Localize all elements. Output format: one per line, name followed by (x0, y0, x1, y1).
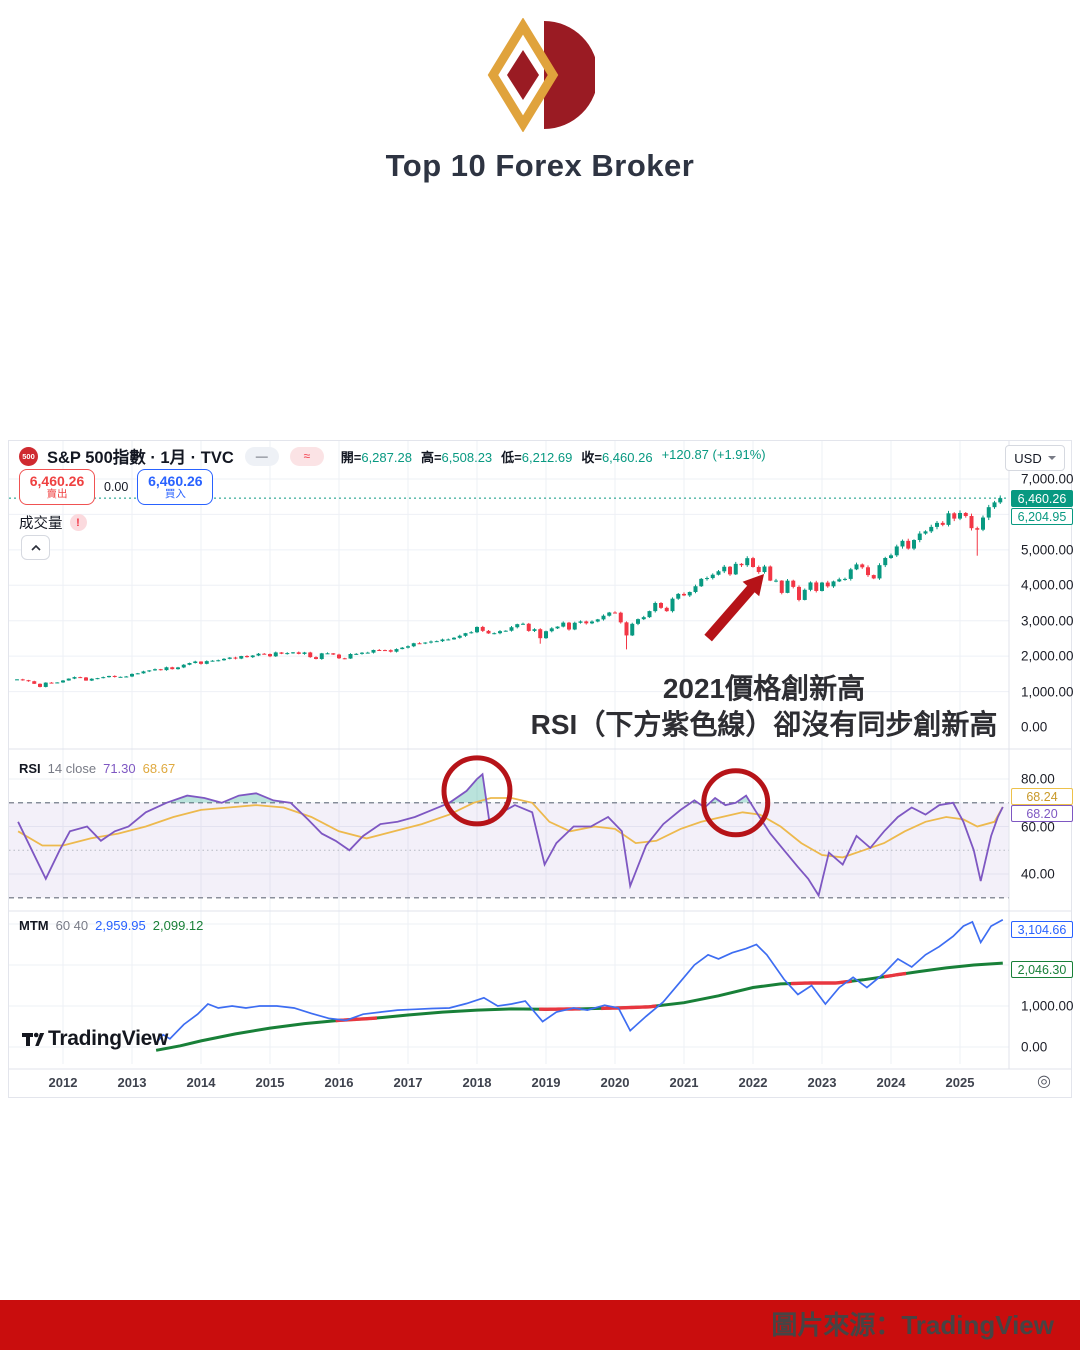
mtm-ma-badge: 2,046.30 (1011, 961, 1073, 978)
price-tick-label: 1,000.00 (1021, 684, 1074, 700)
watermark-text: TradingView (48, 1027, 169, 1050)
rsi-line (17, 772, 1004, 898)
year-label: 2025 (945, 1075, 975, 1090)
indicator-pill-icon[interactable]: ≈ (289, 446, 324, 466)
trade-buttons: 6,460.26 賣出 0.00 6,460.26 買入 (19, 469, 214, 505)
price-tick-label: 4,000.00 (1021, 577, 1074, 593)
brand-title: Top 10 Forex Broker (385, 148, 695, 183)
rsi-tick-label: 40.00 (1021, 866, 1055, 882)
price-tick-label: 7,000.00 (1021, 471, 1074, 487)
year-label: 2021 (669, 1075, 699, 1090)
mtm-ma-red-segment (790, 979, 852, 986)
rsi-ma-line (17, 797, 1004, 859)
sell-price: 6,460.26 (29, 472, 85, 489)
mtm-ma-line (155, 961, 1003, 1052)
volume-error-icon[interactable]: ! (69, 514, 87, 531)
image-source-bar: 圖片來源：TradingView (0, 1300, 1080, 1350)
year-label: 2016 (324, 1075, 354, 1090)
annotation-line2: RSI（下方紫色線）卻沒有同步創新高 (530, 709, 998, 740)
divergence-circle (701, 768, 771, 838)
mtm-ma-red-segment (601, 1004, 657, 1011)
divergence-annotation: 2021價格創新高 RSI（下方紫色線）卻沒有同步創新高 (477, 671, 1051, 743)
divergence-circle (441, 755, 513, 827)
mtm-ma-value: 2,099.12 (152, 918, 204, 933)
year-label: 2019 (531, 1075, 561, 1090)
rsi-ma-value: 68.67 (142, 761, 176, 776)
year-label: 2022 (738, 1075, 768, 1090)
last-price-badge: 6,460.26 (1011, 490, 1073, 507)
mtm-params: 60 40 (55, 918, 89, 933)
tradingview-logo-icon (22, 1032, 45, 1046)
year-label: 2012 (48, 1075, 78, 1090)
rsi-badge: 68.20 (1011, 805, 1073, 822)
chart-style-pill-icon[interactable]: — (244, 446, 279, 466)
mtm-name[interactable]: MTM (19, 918, 49, 933)
year-label: 2018 (462, 1075, 492, 1090)
symbol-logo-icon: 500 (19, 446, 38, 466)
secondary-price-badge: 6,204.95 (1011, 508, 1073, 525)
sell-button[interactable]: 6,460.26 賣出 (19, 469, 95, 505)
image-source-text: 圖片來源：TradingView (771, 1310, 1054, 1340)
rsi-name[interactable]: RSI (19, 761, 41, 776)
grid (9, 441, 1009, 1064)
price-tick-label: 0.00 (1021, 719, 1048, 735)
buy-button[interactable]: 6,460.26 買入 (137, 469, 214, 505)
brand-header: Top 10 Forex Broker (0, 0, 1080, 228)
year-label: 2020 (600, 1075, 630, 1090)
year-label: 2024 (876, 1075, 906, 1090)
rsi-ma-badge: 68.24 (1011, 788, 1073, 805)
rsi-value: 71.30 (103, 761, 136, 776)
chevron-up-icon (30, 544, 41, 551)
currency-selector[interactable]: USD (1005, 445, 1065, 471)
chart-plot-area[interactable] (9, 441, 1071, 1097)
annotation-arrow-shaft (704, 581, 759, 642)
rsi-tick-label: 60.00 (1021, 819, 1055, 834)
tradingview-watermark: TradingView (21, 1027, 168, 1051)
volume-label[interactable]: 成交量 (19, 516, 63, 532)
year-label: 2013 (117, 1075, 147, 1090)
mtm-header-row: MTM 60 40 2,959.95 2,099.12 (19, 918, 203, 933)
candlestick-series (15, 495, 1003, 688)
mtm-ma-red-segment (883, 971, 907, 979)
rsi-tick-label: 80.00 (1021, 771, 1055, 787)
chevron-down-icon (1047, 456, 1056, 460)
year-label: 2023 (807, 1075, 837, 1090)
symbol-row: 500 S&P 500指數 · 1月 · TVC — ≈ 開=6,287.28 … (19, 445, 766, 467)
tradingview-chart: 500 S&P 500指數 · 1月 · TVC — ≈ 開=6,287.28 … (8, 440, 1074, 1098)
year-label: 2014 (186, 1075, 216, 1090)
volume-indicator-row: 成交量 ! (19, 512, 87, 533)
rsi-header-row: RSI 14 close 71.30 68.67 (19, 761, 175, 776)
buy-label: 買入 (164, 487, 186, 500)
brand-logo-icon (487, 18, 595, 132)
buy-price: 6,460.26 (148, 472, 203, 489)
mtm-line (155, 918, 1004, 1044)
annotation-line1: 2021價格創新高 (662, 673, 866, 704)
price-tick-label: 3,000.00 (1021, 613, 1074, 629)
spread-value: 0.00 (104, 480, 129, 494)
sell-label: 賣出 (46, 487, 68, 500)
mtm-badge: 3,104.66 (1011, 921, 1073, 938)
year-label: 2015 (255, 1075, 285, 1090)
symbol-title[interactable]: S&P 500指數 · 1月 · TVC (47, 449, 234, 467)
collapse-pane-button[interactable] (21, 535, 50, 560)
mtm-tick-label: 0.00 (1021, 1039, 1048, 1055)
ohlc-readout: 開=6,287.28 高=6,508.23 低=6,212.69 收=6,460… (340, 446, 766, 465)
mtm-tick-label: 1,000.00 (1021, 998, 1074, 1014)
year-label: 2017 (393, 1075, 423, 1090)
price-tick-label: 2,000.00 (1021, 648, 1074, 664)
price-tick-label: 5,000.00 (1021, 542, 1074, 558)
currency-label: USD (1014, 450, 1042, 466)
rsi-params: 14 close (47, 761, 97, 776)
mtm-value: 2,959.95 (95, 918, 146, 933)
axis-settings-icon[interactable]: ◎ (1037, 1073, 1051, 1090)
annotation-arrow-head (742, 573, 765, 597)
